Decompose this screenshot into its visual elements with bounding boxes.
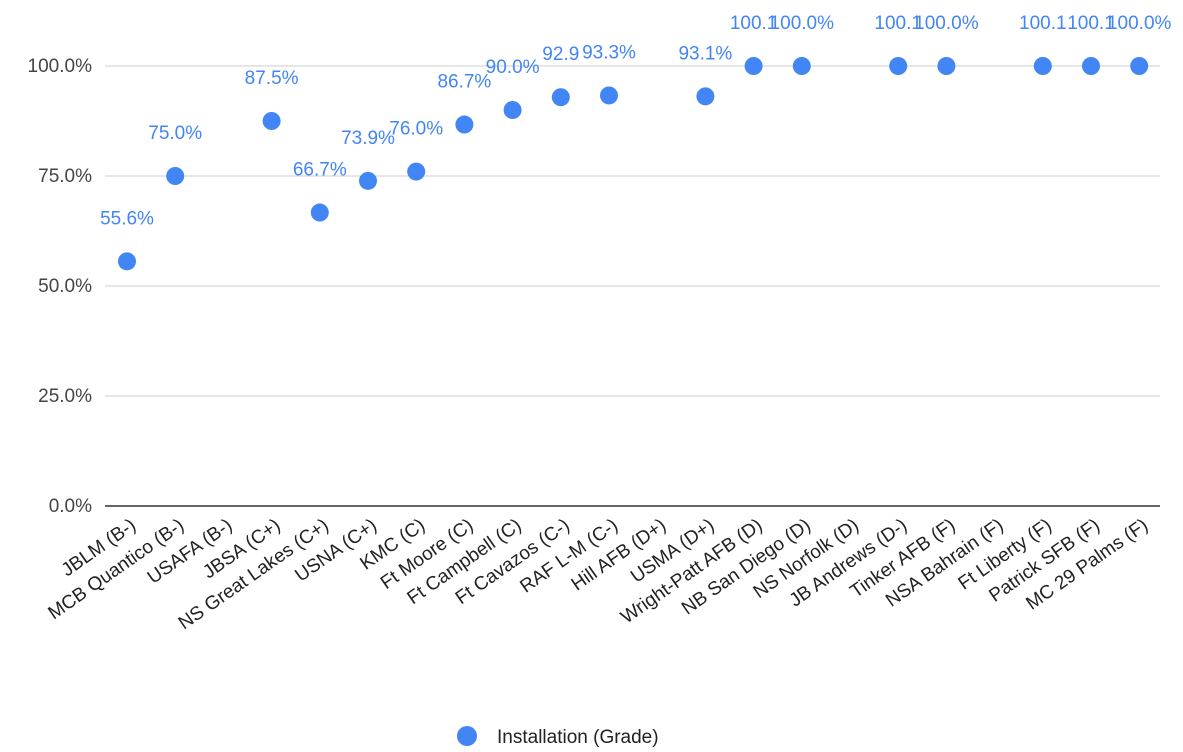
legend-label: Installation (Grade) [497, 727, 659, 748]
data-point [1130, 57, 1149, 75]
data-label: 100.1 [1019, 13, 1067, 34]
data-label: 76.0% [389, 119, 443, 140]
data-point [407, 162, 426, 181]
data-label: 66.7% [293, 160, 347, 181]
data-point [166, 167, 185, 185]
data-label: 86.7% [437, 72, 491, 93]
data-points [118, 57, 1149, 271]
y-tick-label: 25.0% [38, 386, 92, 407]
data-point [889, 57, 908, 75]
data-label: 100.0% [1107, 13, 1172, 34]
data-point [455, 115, 474, 134]
data-point [359, 171, 377, 190]
y-tick-label: 75.0% [38, 166, 92, 187]
y-tick-label: 100.0% [28, 56, 93, 77]
data-label: 100.1 [1067, 13, 1115, 34]
data-label: 92.9 [542, 44, 579, 65]
data-label: 75.0% [148, 123, 202, 144]
y-tick-label: 50.0% [38, 276, 92, 297]
data-label: 100.0% [770, 13, 835, 34]
data-point [551, 88, 570, 107]
data-point [600, 86, 618, 105]
data-label: 87.5% [245, 68, 299, 89]
data-point [310, 203, 329, 222]
y-axis-ticks: 0.0% 25.0% 50.0% 75.0% 100.0% [28, 56, 93, 517]
data-point [744, 57, 763, 75]
data-label: 100.1 [730, 13, 778, 34]
data-point [1033, 57, 1052, 75]
data-label: 90.0% [486, 57, 540, 78]
data-label: 93.1% [678, 43, 732, 64]
data-point [937, 57, 956, 75]
x-axis-ticks: JBLM (B-)MCB Quantico (B-)USAFA (B-)JBSA… [45, 515, 1153, 634]
legend: Installation (Grade) [457, 726, 659, 748]
data-label: 100.0% [914, 13, 979, 34]
gridlines [105, 65, 1160, 507]
data-point [1082, 57, 1100, 75]
data-point [262, 112, 281, 130]
data-label: 100.1 [874, 13, 922, 34]
data-label: 55.6% [100, 208, 154, 229]
data-label: 73.9% [341, 128, 395, 149]
y-tick-label: 0.0% [49, 496, 92, 517]
data-point [696, 87, 715, 106]
data-labels: 55.6% 75.0% 87.5% 66.7% 73.9%76.0% 86.7%90.0%… [100, 13, 1171, 229]
data-point [118, 252, 136, 271]
legend-swatch-icon [457, 726, 477, 746]
data-point [792, 57, 811, 75]
data-point [503, 101, 522, 119]
data-label: 93.3% [582, 42, 636, 63]
